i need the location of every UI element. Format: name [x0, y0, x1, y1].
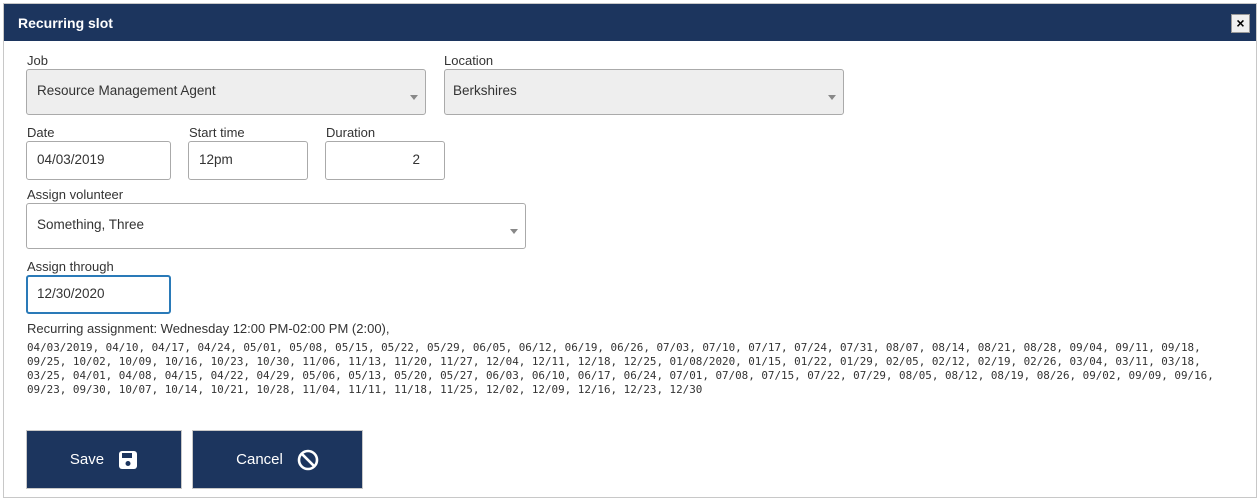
- date-input[interactable]: 04/03/2019: [26, 141, 171, 180]
- dialog-titlebar: Recurring slot ×: [4, 4, 1256, 41]
- dates-line: 09/25, 10/02, 10/09, 10/16, 10/23, 10/30…: [27, 355, 1201, 368]
- date-label: Date: [27, 125, 55, 140]
- location-value: Berkshires: [453, 83, 517, 98]
- start-time-label: Start time: [189, 125, 245, 140]
- location-select[interactable]: Berkshires: [444, 69, 844, 115]
- chevron-down-icon: [410, 95, 418, 100]
- volunteer-value: Something, Three: [37, 217, 145, 232]
- dialog-bottom-border: [3, 497, 1257, 498]
- cancel-label: Cancel: [236, 451, 283, 468]
- recurrence-dates: 04/03/2019, 04/10, 04/17, 04/24, 05/01, …: [27, 341, 1214, 397]
- assign-through-label: Assign through: [27, 259, 114, 274]
- duration-input[interactable]: 2: [325, 141, 445, 180]
- floppy-disk-icon: [119, 450, 138, 469]
- chevron-down-icon: [828, 95, 836, 100]
- job-value: Resource Management Agent: [37, 83, 216, 98]
- ban-icon: [297, 449, 319, 470]
- recurrence-summary: Recurring assignment: Wednesday 12:00 PM…: [27, 321, 390, 336]
- close-button[interactable]: ×: [1231, 14, 1250, 33]
- assign-through-input[interactable]: 12/30/2020: [26, 275, 171, 314]
- dates-line: 09/23, 09/30, 10/07, 10/14, 10/21, 10/28…: [27, 383, 703, 396]
- dates-line: 04/03/2019, 04/10, 04/17, 04/24, 05/01, …: [27, 341, 1201, 354]
- start-time-input[interactable]: 12pm: [188, 141, 308, 180]
- volunteer-select[interactable]: Something, Three: [26, 203, 526, 249]
- duration-label: Duration: [326, 125, 376, 140]
- save-label: Save: [69, 451, 105, 468]
- cancel-button[interactable]: Cancel: [192, 430, 363, 489]
- location-label: Location: [444, 53, 494, 68]
- dates-line: 03/25, 04/01, 04/08, 04/15, 04/22, 04/29…: [27, 369, 1214, 382]
- chevron-down-icon: [510, 229, 518, 234]
- volunteer-label: Assign volunteer: [27, 187, 124, 202]
- dialog-title: Recurring slot: [18, 15, 113, 31]
- job-select[interactable]: Resource Management Agent: [26, 69, 426, 115]
- save-button[interactable]: Save: [26, 430, 182, 489]
- job-label: Job: [27, 53, 48, 68]
